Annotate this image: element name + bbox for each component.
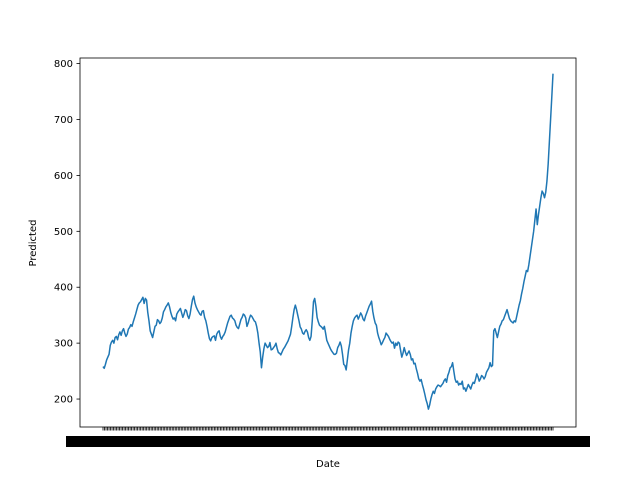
y-tick-label: 600 bbox=[54, 171, 73, 182]
y-tick-label: 200 bbox=[54, 395, 73, 406]
y-tick-label: 800 bbox=[54, 59, 73, 70]
x-axis-label: Date bbox=[316, 459, 340, 470]
series-line-predicted bbox=[102, 73, 554, 410]
plot-area-frame bbox=[79, 57, 577, 428]
x-tick-labels-overlapping bbox=[66, 436, 590, 447]
x-axis-ticks bbox=[66, 427, 590, 447]
y-axis-label: Predicted bbox=[28, 220, 39, 267]
y-tick-label: 500 bbox=[54, 227, 73, 238]
y-tick-label: 700 bbox=[54, 115, 73, 126]
y-tick-label: 300 bbox=[54, 339, 73, 350]
y-axis-ticks: 200 300 400 500 600 700 800 bbox=[54, 59, 80, 406]
y-tick-label: 400 bbox=[54, 283, 73, 294]
